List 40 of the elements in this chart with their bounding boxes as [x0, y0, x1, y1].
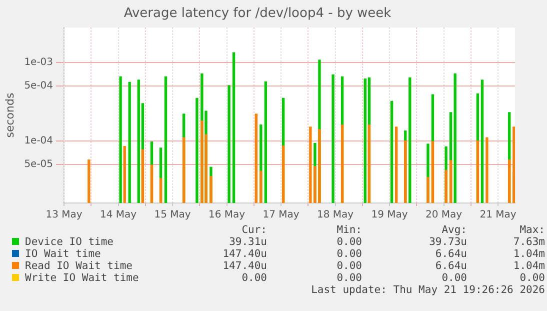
text: 0.00: [336, 236, 362, 248]
text: 147.40u: [222, 260, 267, 272]
text: Avg:: [440, 224, 467, 236]
legend-label: Read IO Wait time: [24, 260, 134, 272]
y-tick-label: 1e-04: [24, 135, 54, 146]
chart-title: Average latency for /dev/loop4 - by week: [124, 6, 392, 22]
text: 147.40u: [222, 248, 267, 260]
text: 6.64u: [434, 260, 467, 272]
text: Max:: [518, 224, 545, 236]
x-tick-label: 13 May: [46, 210, 82, 221]
legend-label: Write IO Wait time: [24, 272, 140, 284]
legend-label: IO Wait time: [24, 248, 102, 260]
x-tick-label: 20 May: [426, 210, 462, 221]
text: 0.00: [336, 248, 362, 260]
text: Last update: Thu May 21 19:26:26 2026: [310, 284, 545, 296]
x-tick-label: 19 May: [371, 210, 408, 221]
text: 0.00: [440, 272, 467, 284]
y-tick-label: 5e-04: [24, 80, 54, 92]
legend-label: Device IO time: [24, 236, 115, 248]
x-tick-label: 17 May: [262, 210, 300, 221]
text: 39.73u: [428, 236, 467, 248]
text: 0.00: [336, 272, 362, 284]
text: 0.00: [336, 260, 362, 272]
text: 1.04m: [512, 260, 545, 272]
text: 1.04m: [512, 248, 545, 260]
text: 39.31u: [228, 236, 267, 248]
text: Min:: [336, 224, 362, 236]
x-tick-label: 21 May: [480, 210, 516, 221]
text: 7.63m: [512, 236, 545, 248]
x-tick-label: 18 May: [317, 210, 354, 221]
text: Cur:: [240, 224, 267, 236]
y-tick-label: 1e-03: [24, 57, 54, 68]
text: 6.64u: [434, 248, 467, 260]
x-tick-label: 16 May: [208, 210, 246, 221]
text: 0.00: [240, 272, 267, 284]
y-axis-title: seconds: [3, 92, 16, 138]
y-tick-label: 5e-05: [24, 158, 54, 170]
x-tick-label: 15 May: [154, 210, 191, 221]
text: 0.00: [518, 272, 545, 284]
x-tick-label: 14 May: [100, 210, 137, 221]
